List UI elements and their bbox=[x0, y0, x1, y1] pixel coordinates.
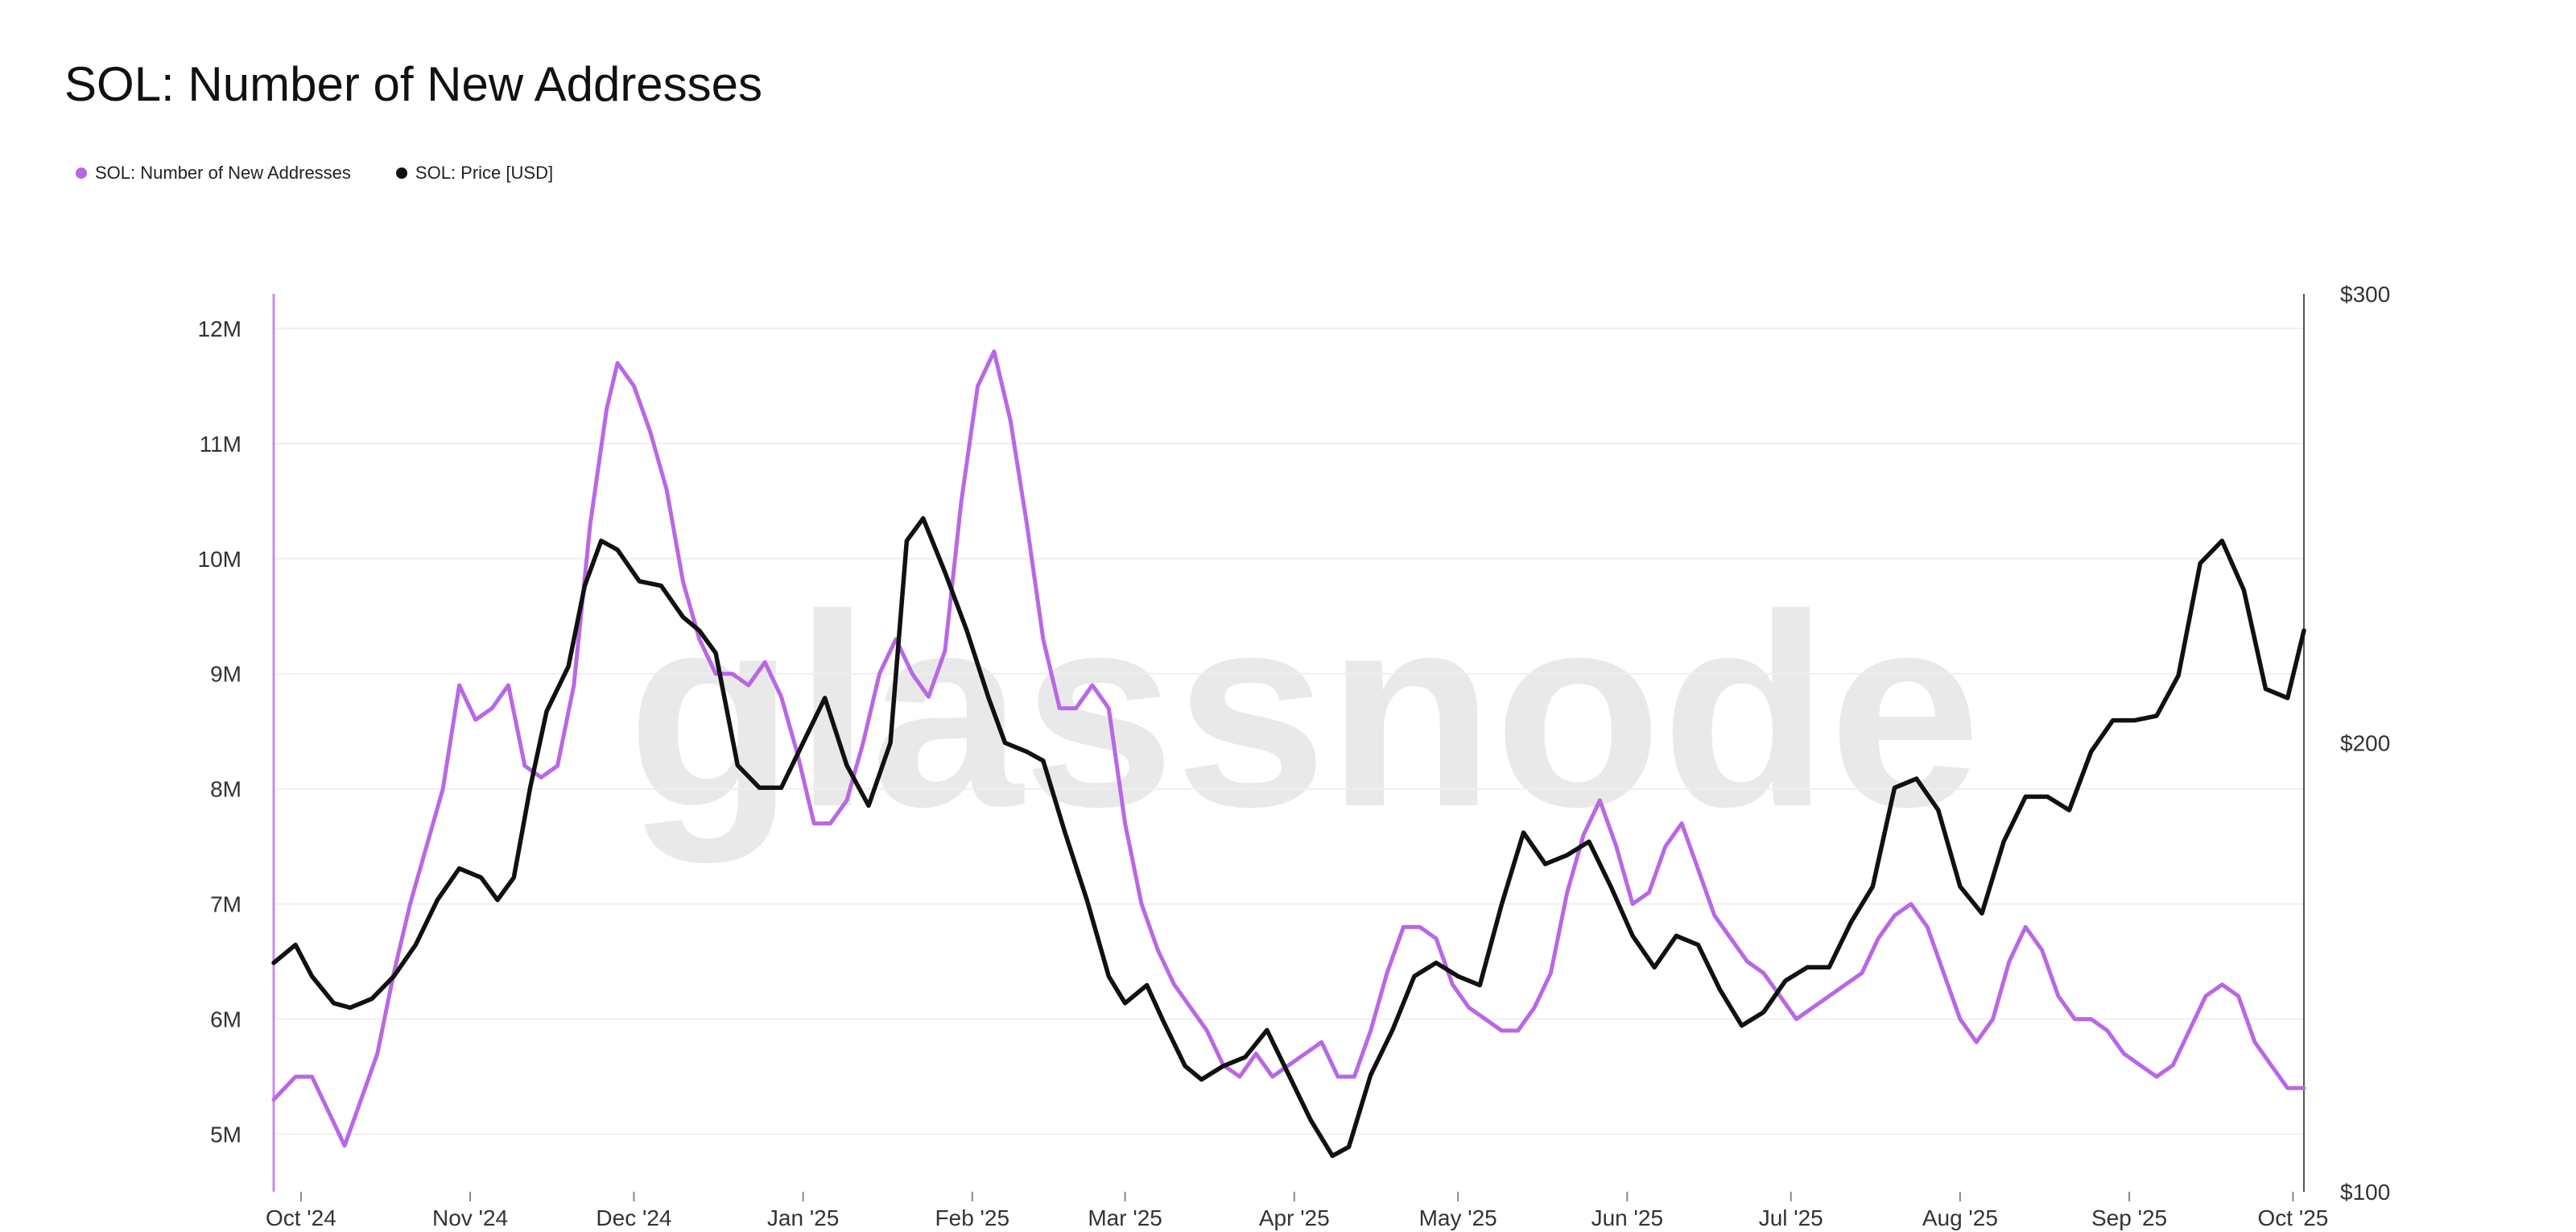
series-line-price bbox=[271, 516, 2306, 1159]
legend-item-price[interactable]: SOL: Price [USD] bbox=[395, 163, 554, 184]
x-tick-label: Apr '25 bbox=[1259, 1205, 1330, 1230]
x-tick-label: Dec '24 bbox=[596, 1205, 671, 1230]
series-line-new-addresses bbox=[271, 349, 2306, 1148]
y-left-tick-label: 11M bbox=[200, 432, 242, 457]
x-tick-label: Oct '24 bbox=[266, 1205, 336, 1230]
y-left-tick-label: 10M bbox=[198, 547, 242, 572]
gridlines bbox=[274, 327, 2304, 1135]
series-group bbox=[271, 349, 2306, 1159]
x-tick-label: Feb '25 bbox=[935, 1205, 1010, 1230]
x-tick-label: Jul '25 bbox=[1759, 1205, 1823, 1230]
y-axis-right: $100 $200 $300 bbox=[2340, 282, 2390, 1205]
y-left-tick-label: 9M bbox=[210, 662, 242, 687]
x-tick-label: Sep '25 bbox=[2091, 1205, 2167, 1230]
y-right-tick-label: $100 bbox=[2340, 1180, 2390, 1205]
legend-dot-new-addresses bbox=[76, 167, 87, 179]
y-left-tick-label: 12M bbox=[198, 316, 242, 341]
legend-dot-price bbox=[395, 167, 407, 179]
y-axis-left: 5M 6M 7M 8M 9M 10M 11M 12M bbox=[198, 316, 242, 1147]
y-left-tick-label: 6M bbox=[210, 1007, 242, 1032]
x-tick-label: Oct '25 bbox=[2258, 1205, 2329, 1230]
legend-label-new-addresses: SOL: Number of New Addresses bbox=[95, 163, 351, 183]
axes bbox=[272, 294, 2305, 1201]
x-tick-label: May '25 bbox=[1419, 1205, 1497, 1230]
y-right-tick-label: $300 bbox=[2340, 282, 2390, 307]
x-tick-label: Jan '25 bbox=[767, 1205, 839, 1230]
y-left-tick-label: 8M bbox=[210, 777, 242, 802]
watermark: glassnode bbox=[627, 558, 1981, 865]
chart-title: SOL: Number of New Addresses bbox=[64, 57, 763, 111]
y-left-tick-label: 5M bbox=[210, 1122, 242, 1147]
legend: SOL: Number of New Addresses SOL: Price … bbox=[76, 163, 553, 184]
x-tick-label: Mar '25 bbox=[1088, 1205, 1162, 1230]
x-tick-label: Jun '25 bbox=[1591, 1205, 1663, 1230]
x-tick-label: Aug '25 bbox=[1922, 1205, 1998, 1230]
x-tick-label: Nov '24 bbox=[432, 1205, 508, 1230]
y-right-tick-label: $200 bbox=[2340, 731, 2390, 756]
legend-item-new-addresses[interactable]: SOL: Number of New Addresses bbox=[76, 163, 351, 184]
legend-label-price: SOL: Price [USD] bbox=[415, 163, 554, 183]
x-axis: Oct '24 Nov '24 Dec '24 Jan '25 Feb '25 Mar '… bbox=[266, 1205, 2328, 1230]
y-left-tick-label: 7M bbox=[210, 892, 242, 917]
